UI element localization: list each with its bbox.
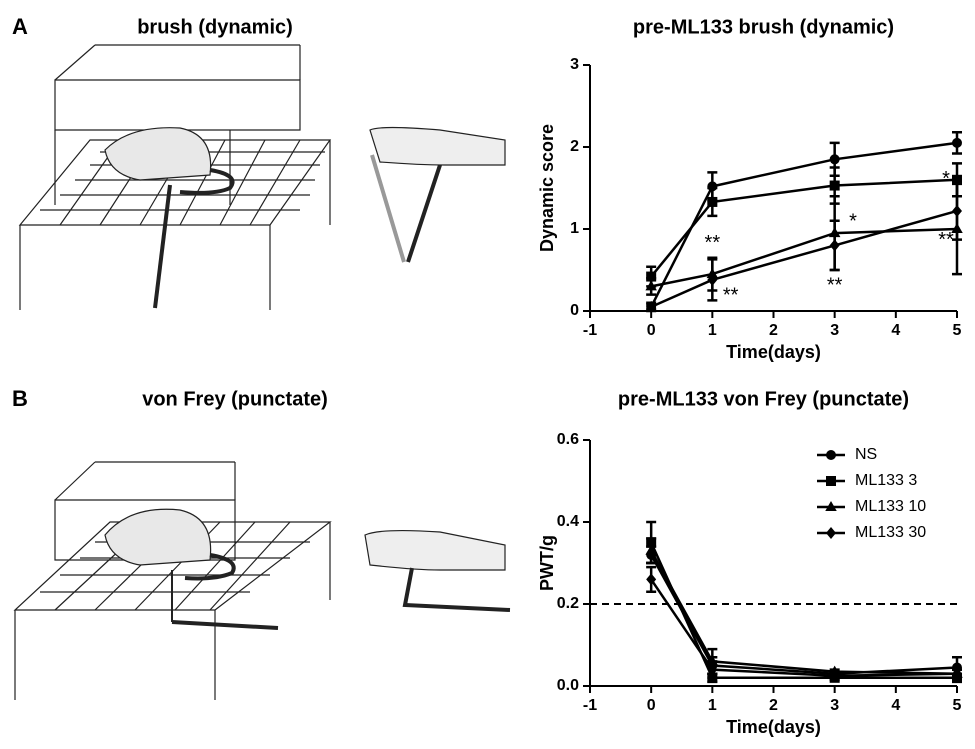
- series-line: [651, 555, 957, 674]
- annotation: **: [705, 232, 721, 254]
- series-line: [651, 180, 957, 277]
- marker: [826, 527, 836, 539]
- series-line: [651, 579, 957, 675]
- x-tick-label: 0: [647, 697, 656, 714]
- illustration-von-frey: [15, 462, 510, 700]
- x-tick-label: -1: [583, 322, 597, 339]
- series-line: [651, 551, 957, 674]
- marker: [830, 239, 840, 251]
- y-tick-label: 0.4: [557, 513, 579, 530]
- annotation: *: [849, 211, 857, 233]
- x-tick-label: 1: [708, 697, 717, 714]
- panel-title: von Frey (punctate): [142, 388, 328, 410]
- chart-title: pre-ML133 brush (dynamic): [633, 16, 894, 38]
- marker: [707, 197, 717, 207]
- x-tick-label: 4: [891, 697, 900, 714]
- y-tick-label: 2: [570, 138, 579, 155]
- panel-label: B: [12, 386, 28, 411]
- legend-label: NS: [855, 446, 877, 463]
- y-axis-label: Dynamic score: [537, 124, 557, 252]
- y-tick-label: 0.0: [557, 677, 579, 694]
- y-tick-label: 0: [570, 302, 579, 319]
- x-axis-label: Time(days): [726, 342, 821, 362]
- x-tick-label: 2: [769, 322, 778, 339]
- x-tick-label: 5: [953, 322, 962, 339]
- legend-label: ML133 3: [855, 472, 917, 489]
- x-tick-label: 2: [769, 697, 778, 714]
- legend-label: ML133 10: [855, 498, 926, 515]
- x-tick-label: 0: [647, 322, 656, 339]
- annotation: **: [723, 285, 739, 307]
- chart-title: pre-ML133 von Frey (punctate): [618, 388, 909, 410]
- panel-label: A: [12, 14, 28, 39]
- x-tick-label: 4: [891, 322, 900, 339]
- series-line: [651, 229, 957, 286]
- marker: [826, 450, 836, 460]
- panel-title: brush (dynamic): [137, 16, 293, 38]
- y-tick-label: 1: [570, 220, 579, 237]
- marker: [952, 138, 962, 148]
- x-tick-label: 3: [830, 322, 839, 339]
- series-line: [651, 211, 957, 307]
- y-tick-label: 0.6: [557, 431, 579, 448]
- marker: [830, 181, 840, 191]
- x-tick-label: -1: [583, 697, 597, 714]
- annotation: *: [942, 168, 950, 190]
- y-tick-label: 3: [570, 56, 579, 73]
- marker: [952, 205, 962, 217]
- series-line: [651, 543, 957, 678]
- marker: [826, 476, 836, 486]
- x-tick-label: 1: [708, 322, 717, 339]
- figure: A brush (dynamic) B von Frey (punctate) …: [0, 0, 975, 749]
- x-tick-label: 5: [953, 697, 962, 714]
- illustration-brush: [20, 45, 505, 310]
- legend-label: ML133 30: [855, 524, 926, 541]
- x-axis-label: Time(days): [726, 717, 821, 737]
- y-tick-label: 0.2: [557, 595, 579, 612]
- annotation: **: [938, 229, 954, 251]
- y-axis-label: PWT/g: [537, 535, 557, 591]
- marker: [830, 154, 840, 164]
- annotation: **: [827, 275, 843, 297]
- x-tick-label: 3: [830, 697, 839, 714]
